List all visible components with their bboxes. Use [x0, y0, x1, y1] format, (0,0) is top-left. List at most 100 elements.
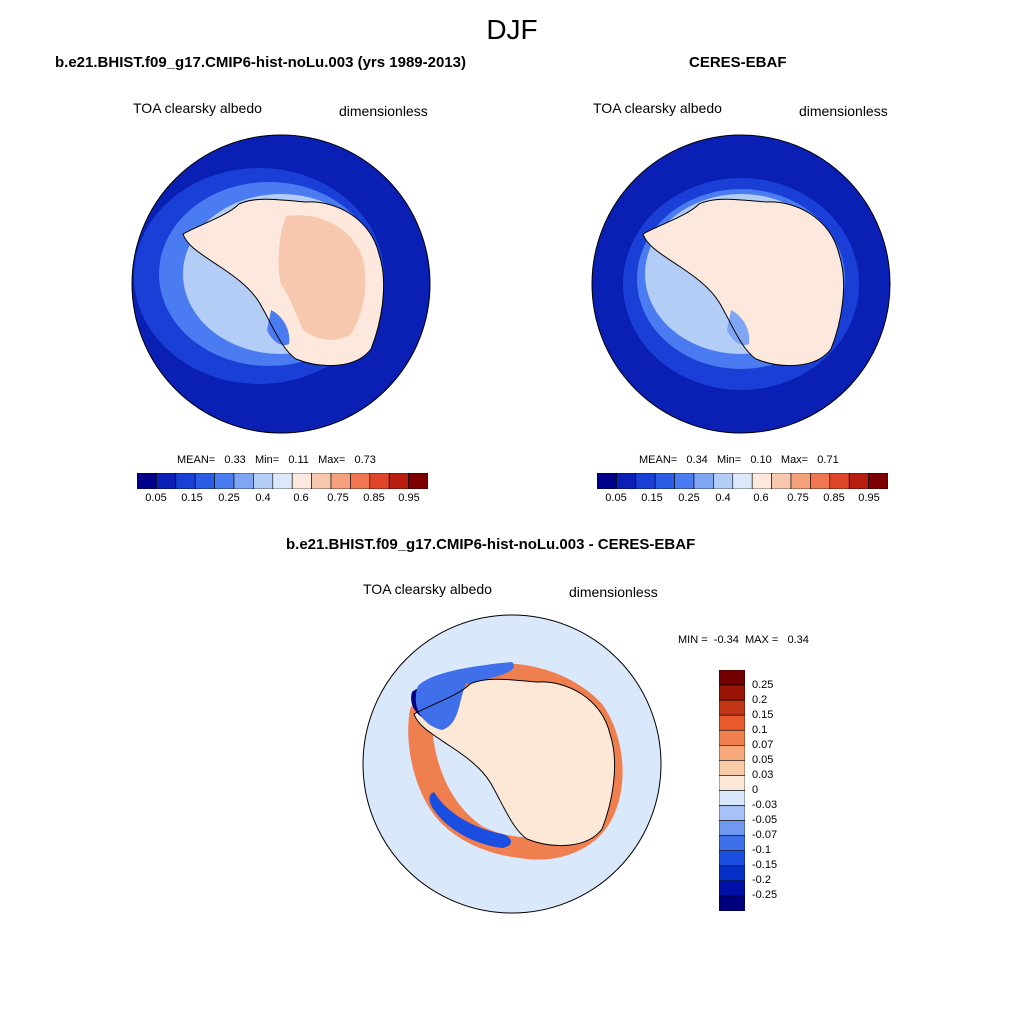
panel3-cb-tick: 0.05: [752, 754, 774, 766]
colorbar-swatch: [175, 473, 196, 489]
colorbar-swatch: [597, 473, 617, 489]
panel1-mean-value: 0.33: [224, 454, 246, 466]
colorbar-swatch: [713, 473, 734, 489]
panel2-cb-tick: 0.75: [787, 492, 809, 504]
colorbar-swatch: [214, 473, 235, 489]
panel2-title: CERES-EBAF: [689, 54, 787, 71]
colorbar-swatch: [291, 473, 312, 489]
panel2-units-label: dimensionless: [799, 103, 888, 119]
panel1-region-east-antarctic-plateau: [278, 215, 366, 340]
panel2-region-antarctica: [643, 199, 844, 366]
panel2-cb-tick: 0.05: [605, 492, 627, 504]
colorbar-swatch: [388, 473, 409, 489]
colorbar-swatch: [233, 473, 254, 489]
panel2-min-label: Min=: [716, 454, 742, 466]
colorbar-swatch: [719, 670, 745, 686]
panel3-max-value: 0.34: [787, 634, 809, 646]
panel3-title: b.e21.BHIST.f09_g17.CMIP6-hist-noLu.003 …: [286, 536, 696, 553]
colorbar-swatch: [350, 473, 371, 489]
colorbar-swatch: [829, 473, 850, 489]
colorbar-swatch: [868, 473, 888, 489]
colorbar-swatch: [751, 473, 772, 489]
colorbar-swatch: [719, 895, 745, 911]
panel2-cb-tick: 0.15: [641, 492, 663, 504]
colorbar-swatch: [137, 473, 157, 489]
panel3-region-antarctica-interior: [414, 679, 615, 846]
panel1-cb-tick: 0.25: [218, 492, 240, 504]
colorbar-swatch: [719, 729, 745, 746]
panel1-cb-tick: 0.95: [398, 492, 420, 504]
panel3-cb-tick: -0.05: [752, 814, 778, 826]
colorbar-swatch: [848, 473, 869, 489]
panel3-stats: MIN = -0.34 MAX = 0.34: [678, 634, 809, 646]
panel1-mean-label: MEAN=: [177, 454, 216, 466]
panel1-cb-tick: 0.05: [145, 492, 167, 504]
panel3-min-label: MIN =: [678, 634, 708, 646]
colorbar-swatch: [330, 473, 351, 489]
colorbar-swatch: [719, 775, 745, 791]
panel1-cb-tick: 0.6: [293, 492, 309, 504]
panel3-units-label: dimensionless: [569, 584, 658, 600]
panel2-coastline: [642, 198, 845, 367]
colorbar-swatch: [790, 473, 811, 489]
panel2-variable-label: TOA clearsky albedo: [593, 100, 722, 116]
panel3-cb-tick: -0.2: [752, 874, 771, 886]
panel2-mean-value: 0.34: [686, 454, 708, 466]
panel2-colorbar: [597, 473, 888, 489]
panel1-colorbar-ticks: 0.05 0.15 0.25 0.4 0.6 0.75 0.85 0.95: [137, 492, 428, 508]
panel3-max-label: MAX =: [744, 634, 779, 646]
panel3-cb-tick: 0.1: [752, 724, 768, 736]
panel2-cb-tick: 0.95: [858, 492, 880, 504]
panel2-colorbar-ticks: 0.05 0.15 0.25 0.4 0.6 0.75 0.85 0.95: [597, 492, 888, 508]
panel1-stats: MEAN= 0.33 Min= 0.11 Max= 0.73: [177, 454, 376, 466]
panel3-cb-tick: 0.03: [752, 769, 774, 781]
colorbar-swatch: [194, 473, 215, 489]
panel1-polar-map: [131, 134, 431, 434]
panel2-cb-tick: 0.4: [715, 492, 731, 504]
colorbar-swatch: [156, 473, 177, 489]
colorbar-swatch: [732, 473, 753, 489]
panel3-coastline: [413, 678, 616, 847]
colorbar-swatch: [719, 745, 745, 761]
panel1-region-weddell-notch: [267, 310, 290, 346]
panel1-units-label: dimensionless: [339, 103, 428, 119]
panel2-min-value: 0.10: [750, 454, 772, 466]
colorbar-swatch: [810, 473, 831, 489]
colorbar-swatch: [719, 850, 745, 867]
panel3-cb-tick: 0.07: [752, 739, 774, 751]
colorbar-swatch: [616, 473, 637, 489]
panel3-region-sea-ice-margin-positive: [408, 663, 623, 860]
panel1-cb-tick: 0.4: [255, 492, 271, 504]
panel3-cb-tick: -0.25: [752, 889, 778, 901]
panel3-cb-tick: 0.15: [752, 709, 774, 721]
panel3-cb-tick: -0.03: [752, 799, 778, 811]
panel3-cb-tick: 0.2: [752, 694, 768, 706]
colorbar-swatch: [719, 760, 745, 776]
colorbar-swatch: [771, 473, 792, 489]
panel2-cb-tick: 0.85: [823, 492, 845, 504]
panel2-max-label: Max=: [780, 454, 809, 466]
panel3-polar-map: [362, 614, 662, 914]
colorbar-swatch: [719, 790, 745, 806]
panel1-colorbar: [137, 473, 428, 489]
panel1-max-label: Max=: [318, 454, 346, 466]
panel3-cb-tick: -0.15: [752, 859, 778, 871]
panel2-mean-label: MEAN=: [639, 454, 678, 466]
colorbar-swatch: [719, 699, 745, 716]
panel1-min-value: 0.11: [288, 454, 309, 466]
colorbar-swatch: [674, 473, 695, 489]
panel3-cb-tick: -0.1: [752, 844, 771, 856]
panel1-title: b.e21.BHIST.f09_g17.CMIP6-hist-noLu.003 …: [55, 54, 466, 71]
colorbar-swatch: [719, 805, 745, 821]
panel1-coastline: [182, 198, 385, 367]
panel3-colorbar: [719, 670, 745, 911]
colorbar-swatch: [635, 473, 656, 489]
colorbar-swatch: [369, 473, 390, 489]
season-title: DJF: [486, 14, 538, 45]
panel1-variable-label: TOA clearsky albedo: [133, 100, 262, 116]
colorbar-swatch: [408, 473, 428, 489]
panel2-cb-tick: 0.6: [753, 492, 769, 504]
colorbar-swatch: [311, 473, 332, 489]
panel1-cb-tick: 0.75: [327, 492, 349, 504]
panel1-cb-tick: 0.85: [363, 492, 385, 504]
